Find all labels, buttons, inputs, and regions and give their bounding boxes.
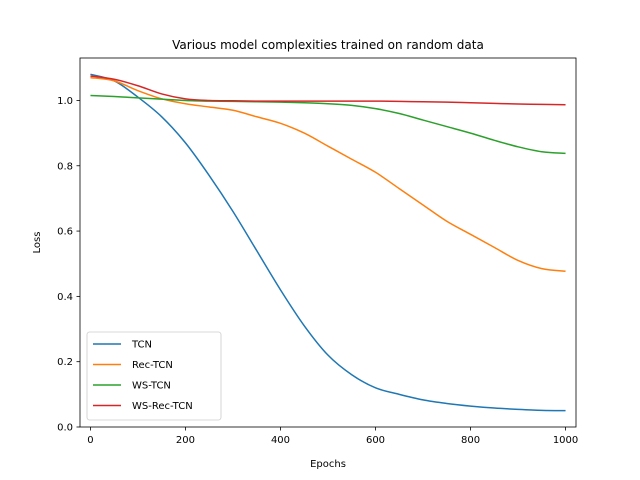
x-tick-label: 800 [461,435,480,446]
legend-label-ws-rec-tcn: WS-Rec-TCN [132,401,193,412]
legend-box [86,331,222,421]
y-tick-label: 0.0 [57,423,73,434]
x-tick-label: 0 [87,435,93,446]
series-line-rec-tcn [90,76,566,272]
legend-label-tcn: TCN [131,340,152,351]
x-tick-label: 600 [366,435,385,446]
chart-title: Various model complexities trained on ra… [172,38,484,52]
y-tick-label: 0.8 [57,161,73,172]
y-tick-label: 0.4 [57,292,73,303]
y-tick-label: 1.0 [57,96,73,107]
x-tick-label: 1000 [553,435,578,446]
legend-label-rec-tcn: Rec-TCN [132,360,173,371]
plot-frame [79,57,577,428]
legend-label-ws-tcn: WS-TCN [132,381,171,392]
y-tick-label: 0.2 [57,357,73,368]
series-line-ws-tcn [90,94,566,155]
x-tick-label: 400 [271,435,290,446]
legend: TCN Rec-TCN WS-TCN WS-Rec-TCN [86,331,222,421]
x-tick-label: 200 [176,435,195,446]
x-axis-title: Epochs [310,459,346,470]
series-line-tcn [90,73,566,412]
series-line-ws-rec-tcn [90,75,566,106]
y-tick-label: 0.6 [57,227,73,238]
y-axis-title: Loss [32,232,43,254]
